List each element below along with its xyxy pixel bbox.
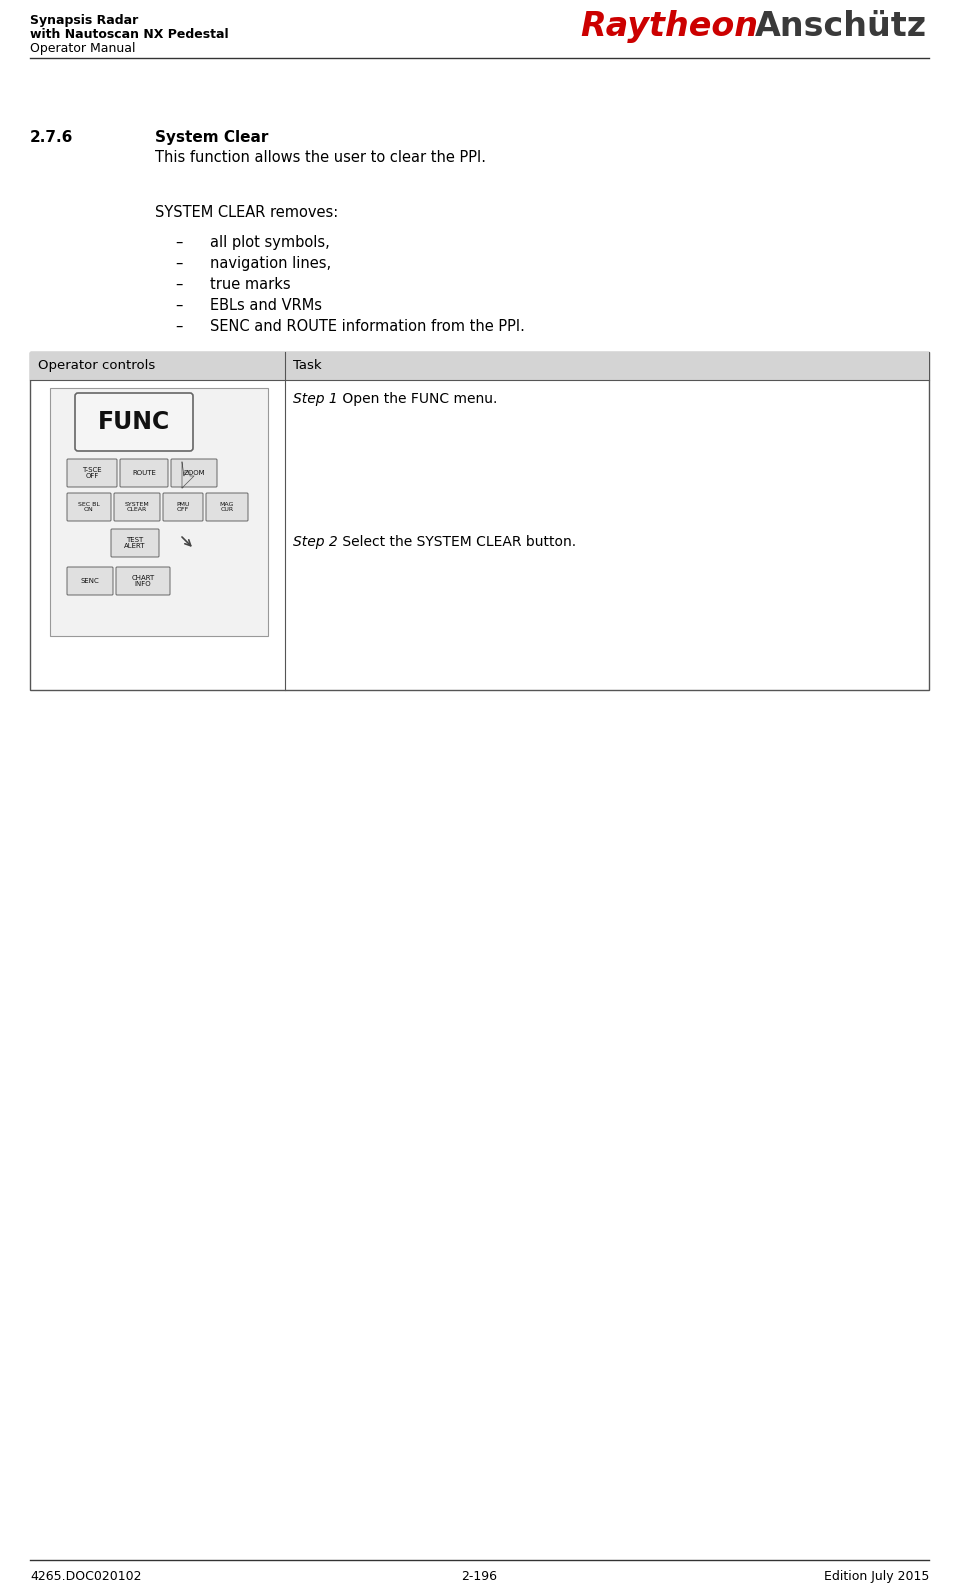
- Text: TEST
ALERT: TEST ALERT: [125, 536, 146, 549]
- FancyBboxPatch shape: [163, 493, 203, 520]
- Text: System Clear: System Clear: [155, 130, 269, 145]
- FancyBboxPatch shape: [114, 493, 160, 520]
- Text: Step 1: Step 1: [293, 391, 338, 406]
- Text: Anschütz: Anschütz: [755, 10, 927, 43]
- Text: 4265.DOC020102: 4265.DOC020102: [30, 1570, 142, 1583]
- Polygon shape: [182, 461, 194, 488]
- Text: MAG
CUR: MAG CUR: [220, 501, 234, 512]
- FancyBboxPatch shape: [116, 566, 170, 595]
- Text: CHART
INFO: CHART INFO: [131, 574, 154, 587]
- Text: SENC and ROUTE information from the PPI.: SENC and ROUTE information from the PPI.: [210, 320, 525, 334]
- Text: ZOOM: ZOOM: [183, 469, 205, 476]
- Text: SENC: SENC: [81, 578, 100, 584]
- Text: –: –: [175, 298, 182, 313]
- FancyBboxPatch shape: [75, 393, 193, 450]
- Text: –: –: [175, 320, 182, 334]
- Text: ROUTE: ROUTE: [132, 469, 156, 476]
- Text: –: –: [175, 235, 182, 250]
- Text: FUNC: FUNC: [98, 410, 170, 434]
- Text: SYSTEM
CLEAR: SYSTEM CLEAR: [125, 501, 150, 512]
- Text: 2.7.6: 2.7.6: [30, 130, 74, 145]
- Text: Task: Task: [293, 360, 321, 372]
- Text: SYSTEM CLEAR removes:: SYSTEM CLEAR removes:: [155, 205, 339, 220]
- Text: PMU
OFF: PMU OFF: [176, 501, 190, 512]
- Bar: [50, 388, 268, 636]
- Text: This function allows the user to clear the PPI.: This function allows the user to clear t…: [155, 150, 486, 165]
- Text: –: –: [175, 277, 182, 293]
- Text: Raytheon: Raytheon: [580, 10, 758, 43]
- Text: T-SCE
OFF: T-SCE OFF: [82, 466, 102, 479]
- Text: with Nautoscan NX Pedestal: with Nautoscan NX Pedestal: [30, 29, 228, 41]
- Text: navigation lines,: navigation lines,: [210, 256, 331, 270]
- Text: Open the FUNC menu.: Open the FUNC menu.: [338, 391, 498, 406]
- Text: 2-196: 2-196: [461, 1570, 498, 1583]
- Bar: [30, 352, 929, 380]
- Text: Synapsis Radar: Synapsis Radar: [30, 14, 138, 27]
- FancyBboxPatch shape: [67, 493, 111, 520]
- Bar: [30, 352, 929, 690]
- Text: –: –: [175, 256, 182, 270]
- Text: true marks: true marks: [210, 277, 291, 293]
- FancyBboxPatch shape: [67, 458, 117, 487]
- Text: Select the SYSTEM CLEAR button.: Select the SYSTEM CLEAR button.: [338, 535, 576, 549]
- Text: Step 2: Step 2: [293, 535, 338, 549]
- FancyBboxPatch shape: [206, 493, 248, 520]
- Text: Operator controls: Operator controls: [38, 360, 155, 372]
- FancyBboxPatch shape: [171, 458, 217, 487]
- Text: SEC BL
ON: SEC BL ON: [78, 501, 100, 512]
- Text: all plot symbols,: all plot symbols,: [210, 235, 330, 250]
- Text: Operator Manual: Operator Manual: [30, 41, 135, 56]
- Text: EBLs and VRMs: EBLs and VRMs: [210, 298, 322, 313]
- FancyBboxPatch shape: [67, 566, 113, 595]
- FancyBboxPatch shape: [111, 528, 159, 557]
- Text: Edition July 2015: Edition July 2015: [824, 1570, 929, 1583]
- FancyBboxPatch shape: [120, 458, 168, 487]
